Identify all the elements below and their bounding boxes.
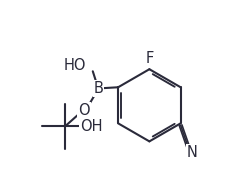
Text: OH: OH <box>80 119 102 134</box>
Text: B: B <box>94 81 104 96</box>
Text: F: F <box>145 51 154 66</box>
Text: N: N <box>186 144 197 160</box>
Text: HO: HO <box>64 58 86 73</box>
Text: O: O <box>78 103 90 118</box>
